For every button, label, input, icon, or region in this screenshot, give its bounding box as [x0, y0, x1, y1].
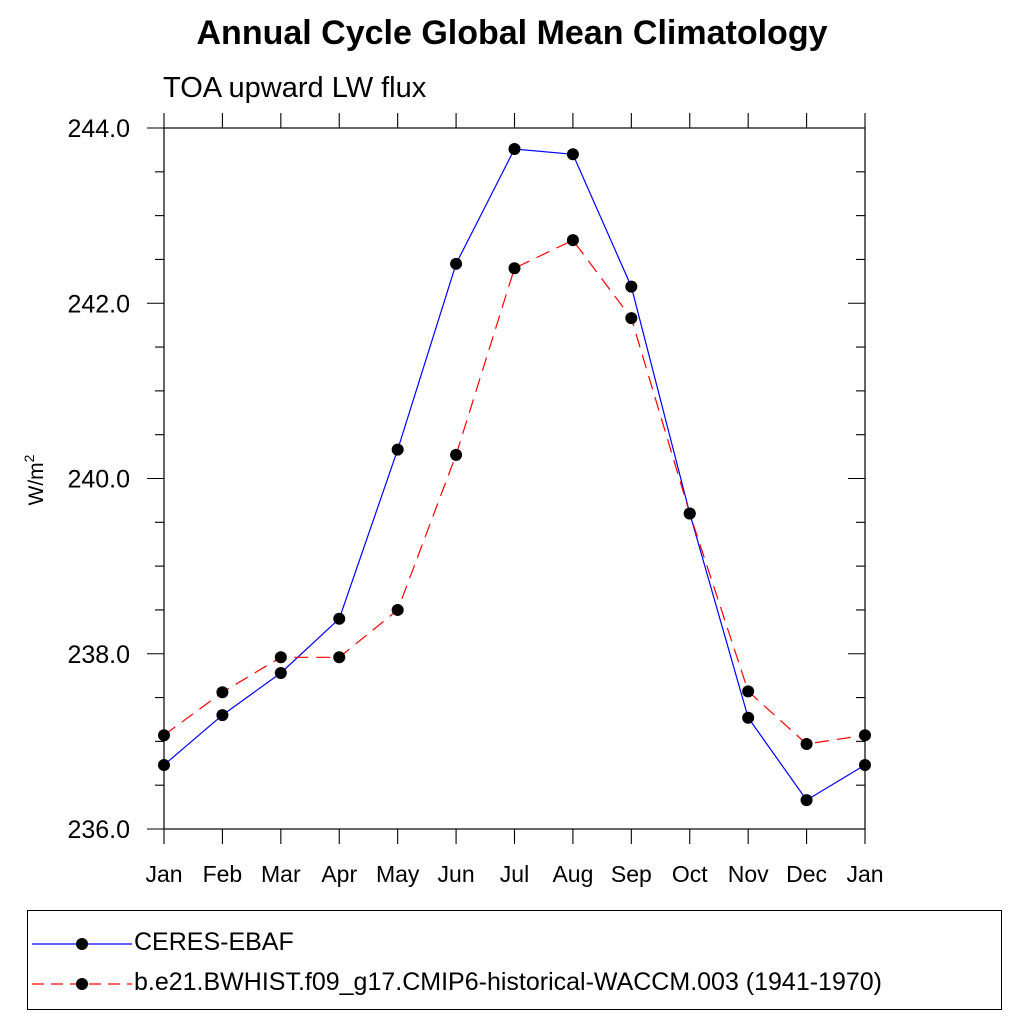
data-point-series-1: [742, 685, 755, 698]
chart-subtitle: TOA upward LW flux: [163, 72, 427, 104]
x-tick-label: Jan: [145, 861, 182, 887]
data-point-series-0: [800, 794, 813, 807]
x-tick-label: Apr: [321, 861, 357, 887]
data-point-series-1: [391, 603, 404, 616]
x-tick-label: Nov: [728, 861, 769, 887]
data-point-series-0: [450, 257, 463, 270]
data-point-series-1: [859, 729, 871, 742]
y-tick-label: 240.0: [67, 466, 130, 494]
y-axis-label-superscript: 2: [21, 454, 37, 462]
x-tick-label: Aug: [552, 861, 593, 887]
series-line-1: [163, 239, 866, 745]
data-point-series-0: [158, 759, 170, 772]
plot-frame: [163, 127, 866, 830]
x-tick-label: Jun: [438, 861, 475, 887]
series-layer: [158, 143, 871, 807]
data-point-series-0: [859, 759, 871, 772]
data-point-series-1: [625, 312, 638, 325]
data-point-series-1: [158, 729, 170, 742]
legend-label-ceres: CERES-EBAF: [134, 928, 294, 956]
y-tick-label: 238.0: [67, 641, 130, 669]
data-point-series-0: [566, 148, 579, 161]
x-tick-label: Feb: [203, 861, 243, 887]
axes: 236.0 238.0 240.0 242.0 244.0 Jan Feb Mar Apr May…: [67, 113, 884, 887]
chart-title: Annual Cycle Global Mean Climatology: [196, 14, 828, 52]
legend-item-ceres: CERES-EBAF: [28, 924, 1001, 964]
line-chart: 236.0 238.0 240.0 242.0 244.0 Jan Feb Mar Apr May…: [21, 113, 884, 887]
y-tick-label: 236.0: [67, 816, 130, 844]
data-point-series-0: [274, 667, 287, 680]
x-tick-label: Mar: [261, 861, 301, 887]
data-point-series-0: [333, 612, 346, 625]
legend-label-waccm: b.e21.BWHIST.f09_g17.CMIP6-historical-WA…: [134, 968, 882, 996]
legend: CERES-EBAF b.e21.BWHIST.f09_g17.CMIP6-hi…: [27, 910, 1002, 1010]
data-point-series-1: [800, 738, 813, 751]
data-point-series-1: [450, 448, 463, 461]
data-point-series-0: [391, 443, 404, 456]
data-point-series-1: [508, 262, 521, 275]
data-point-series-0: [742, 711, 755, 724]
y-tick-label: 242.0: [67, 290, 130, 318]
data-point-series-1: [274, 651, 287, 664]
y-tick-label: 244.0: [67, 115, 130, 143]
data-point-series-1: [216, 686, 229, 699]
legend-item-waccm: b.e21.BWHIST.f09_g17.CMIP6-historical-WA…: [28, 964, 1001, 1004]
x-tick-label: Dec: [786, 861, 827, 887]
legend-swatch-ceres: [32, 938, 132, 950]
x-tick-label: May: [376, 861, 420, 887]
x-tick-label: Jul: [500, 861, 529, 887]
data-point-series-1: [566, 234, 579, 247]
x-tick-label: Oct: [672, 861, 708, 887]
data-point-series-1: [683, 507, 696, 520]
data-point-series-0: [216, 709, 229, 722]
y-axis-label-text: W/m: [25, 462, 48, 505]
x-tick-label: Jan: [846, 861, 883, 887]
data-point-series-0: [508, 143, 521, 156]
series-line-0: [163, 148, 866, 801]
x-tick-label: Sep: [611, 861, 652, 887]
data-point-series-1: [333, 651, 346, 664]
legend-swatch-waccm: [32, 978, 132, 990]
data-point-series-0: [625, 280, 638, 293]
y-axis-label: W/m2: [21, 454, 48, 505]
